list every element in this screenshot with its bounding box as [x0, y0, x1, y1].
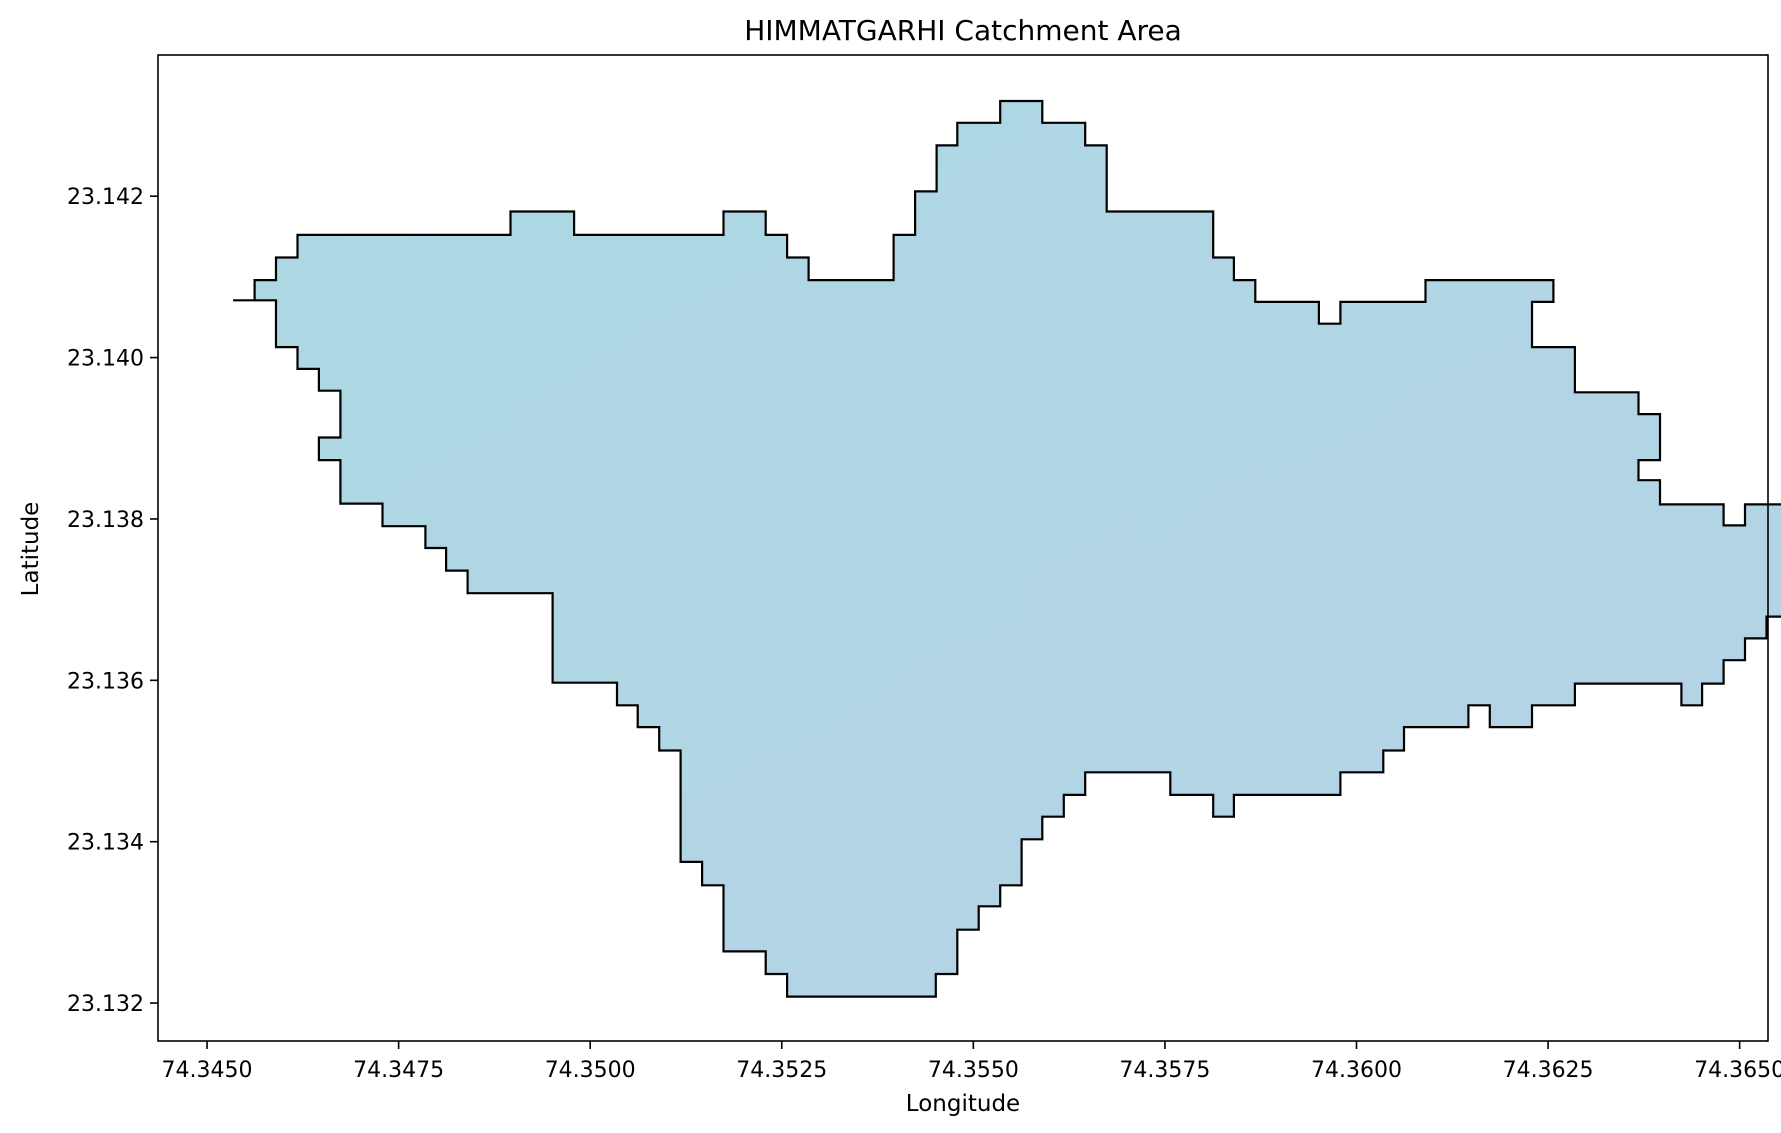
x-tick-label: 74.3525 [736, 1058, 827, 1083]
x-tick-label: 74.3650 [1694, 1058, 1781, 1083]
x-tick-label: 74.3600 [1311, 1058, 1402, 1083]
y-tick-label: 23.138 [67, 508, 144, 533]
x-tick-label: 74.3550 [928, 1058, 1019, 1083]
y-axis-ticks: 23.132 23.134 23.136 23.138 23.140 23.142 [67, 185, 158, 1017]
x-tick-label: 74.3475 [353, 1058, 444, 1083]
x-tick-label: 74.3575 [1119, 1058, 1210, 1083]
y-tick-label: 23.134 [67, 831, 144, 856]
x-axis-ticks: 74.3450 74.3475 74.3500 74.3525 74.3550 74.35… [162, 1041, 1781, 1083]
x-axis-label: Longitude [906, 1091, 1020, 1117]
y-tick-label: 23.132 [67, 992, 144, 1017]
x-tick-label: 74.3450 [162, 1058, 253, 1083]
x-tick-label: 74.3625 [1503, 1058, 1594, 1083]
plot-frame [157, 54, 1769, 1042]
catchment-polygon [233, 99, 1781, 998]
y-tick-label: 23.136 [67, 669, 144, 694]
y-axis-label: Latitude [18, 502, 44, 597]
x-tick-label: 74.3500 [545, 1058, 636, 1083]
y-tick-label: 23.142 [67, 185, 144, 210]
chart-title: HIMMATGARHI Catchment Area [744, 14, 1182, 47]
y-tick-label: 23.140 [67, 347, 144, 372]
